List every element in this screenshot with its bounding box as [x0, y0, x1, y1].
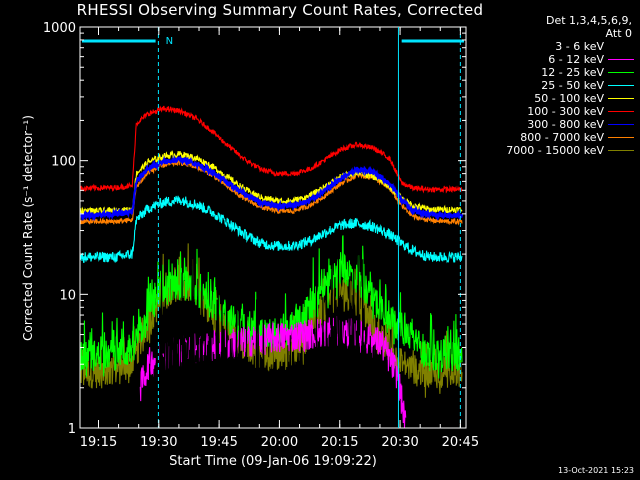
legend-item: 50 - 100 keV — [478, 92, 638, 105]
y-tick-label: 1 — [68, 422, 76, 437]
legend-item-label: 25 - 50 keV — [541, 79, 604, 92]
legend-item-swatch — [608, 72, 634, 73]
y-tick-label: 10 — [59, 288, 76, 303]
chart-title: RHESSI Observing Summary Count Rates, Co… — [76, 1, 484, 19]
legend-item-label: 6 - 12 keV — [548, 53, 604, 66]
legend-item-label: 7000 - 15000 keV — [506, 144, 604, 157]
legend-item-swatch — [608, 46, 634, 47]
legend-item-label: 50 - 100 keV — [534, 92, 604, 105]
legend-item: 3 - 6 keV — [478, 40, 638, 53]
legend-header-attenuator: Att 0 — [605, 27, 632, 40]
legend-item: 7000 - 15000 keV — [478, 144, 638, 157]
data-layer — [80, 105, 464, 428]
legend-item-label: 100 - 300 keV — [527, 105, 604, 118]
x-tick-label: 19:15 — [80, 435, 117, 450]
legend-item: 300 - 800 keV — [478, 118, 638, 131]
legend-item-label: 800 - 7000 keV — [520, 131, 604, 144]
legend: Det 1,3,4,5,6,9, Att 0 3 - 6 keV 6 - 12 k… — [478, 14, 638, 157]
legend-item-label: 300 - 800 keV — [527, 118, 604, 131]
plot-frame — [79, 26, 467, 429]
legend-item: 800 - 7000 keV — [478, 131, 638, 144]
legend-item-swatch — [608, 137, 634, 138]
x-tick-label: 20:15 — [321, 435, 358, 450]
legend-item-swatch — [608, 85, 634, 86]
footer-date: 13-Oct-2021 15:23 — [558, 466, 634, 475]
y-tick-label: 100 — [51, 155, 76, 170]
legend-item-label: 3 - 6 keV — [555, 40, 604, 53]
legend-item-label: 12 - 25 keV — [541, 66, 604, 79]
x-axis-label: Start Time (09-Jan-06 19:09:22) — [169, 454, 377, 469]
x-tick-label: 19:45 — [200, 435, 237, 450]
series-line-3-6-kev — [143, 241, 390, 428]
x-tick-label: 19:30 — [140, 435, 177, 450]
y-tick-label: 1000 — [43, 21, 76, 36]
x-tick-label: 20:30 — [381, 435, 418, 450]
attenuator-flag-label: N — [166, 36, 173, 47]
legend-item-swatch — [608, 111, 634, 112]
legend-item-swatch — [608, 124, 634, 125]
x-tick-label: 20:00 — [261, 435, 298, 450]
legend-item: 25 - 50 keV — [478, 79, 638, 92]
legend-header-detectors: Det 1,3,4,5,6,9, — [545, 14, 632, 27]
legend-item-swatch — [608, 59, 634, 60]
legend-item-swatch — [608, 150, 634, 151]
y-axis-label: Corrected Count Rate (s⁻¹ detector⁻¹) — [21, 115, 35, 341]
legend-item: 100 - 300 keV — [478, 105, 638, 118]
x-tick-label: 20:45 — [442, 435, 479, 450]
legend-item: 6 - 12 keV — [478, 53, 638, 66]
legend-item-swatch — [608, 98, 634, 99]
legend-item: 12 - 25 keV — [478, 66, 638, 79]
